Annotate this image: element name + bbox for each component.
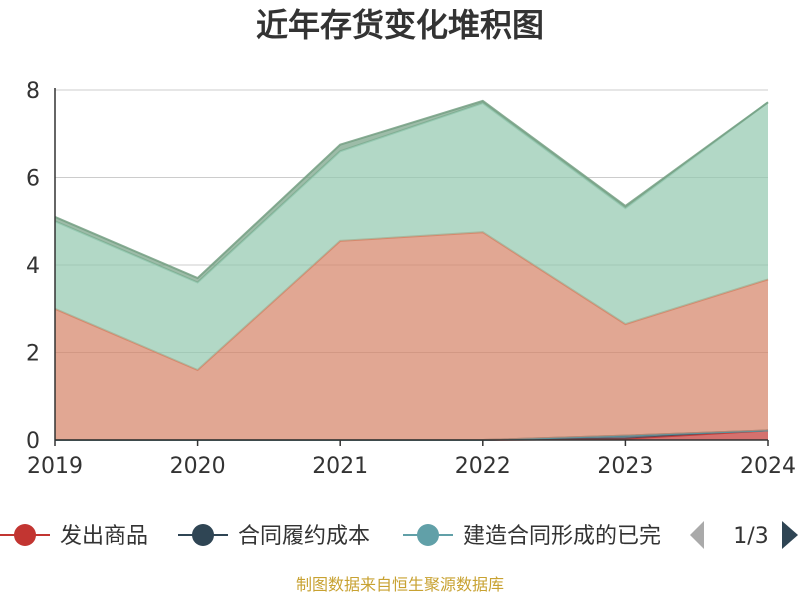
x-tick-label: 2021 (312, 454, 368, 479)
chart-title: 近年存货变化堆积图 (256, 6, 544, 44)
x-tick-label: 2024 (740, 454, 796, 479)
x-tick-label: 2023 (597, 454, 653, 479)
x-tick-label: 2020 (170, 454, 226, 479)
y-tick-label: 4 (26, 254, 40, 279)
legend: 发出商品 合同履约成本 建造合同形成的已完 (0, 524, 661, 549)
x-tick-label: 2022 (455, 454, 511, 479)
y-tick-label: 8 (26, 79, 40, 104)
legend-pager: 1/3 (690, 521, 798, 549)
legend-prev-button[interactable] (690, 521, 704, 549)
plot-area (54, 99, 769, 441)
legend-page-indicator: 1/3 (733, 524, 768, 549)
axes: 0 2 4 6 8 2019 2020 2021 2022 2023 2024 (26, 79, 796, 479)
x-tick-label: 2019 (27, 454, 83, 479)
legend-item[interactable]: 发出商品 (0, 524, 148, 549)
data-source: 制图数据来自恒生聚源数据库 (296, 575, 504, 594)
legend-item[interactable]: 建造合同形成的已完 (403, 524, 661, 549)
legend-marker (14, 524, 36, 546)
area-原材料 (55, 232, 768, 440)
y-tick-label: 2 (26, 342, 40, 367)
line-在产品 (54, 99, 769, 280)
legend-next-button[interactable] (782, 521, 798, 549)
legend-label: 发出商品 (60, 524, 148, 549)
y-tick-label: 0 (26, 429, 40, 454)
legend-marker (192, 524, 214, 546)
y-tick-label: 6 (26, 167, 40, 192)
area-发出商品 (55, 430, 768, 440)
legend-label: 合同履约成本 (238, 524, 370, 549)
legend-item[interactable]: 合同履约成本 (178, 524, 370, 549)
legend-label: 建造合同形成的已完 (463, 524, 661, 549)
legend-marker (417, 524, 439, 546)
area-库存商品 (55, 102, 768, 371)
